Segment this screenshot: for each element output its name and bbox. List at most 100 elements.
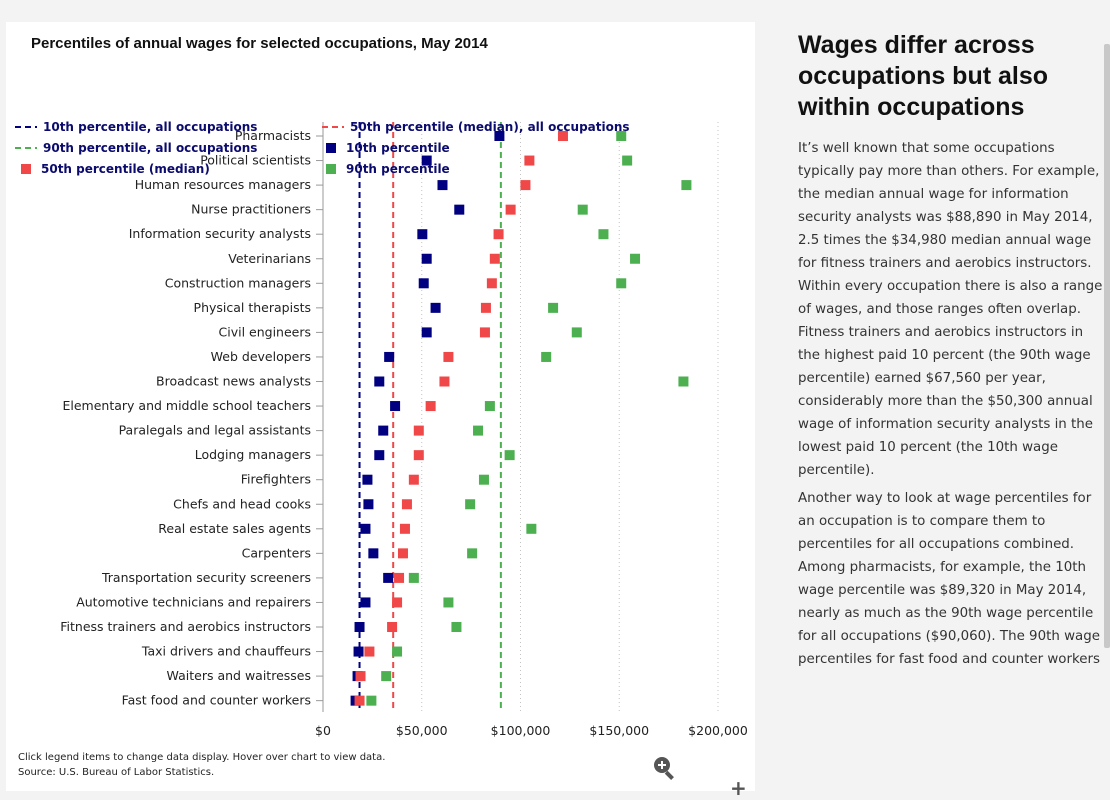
data-point [425, 401, 436, 412]
data-point [421, 253, 432, 264]
data-point [505, 204, 516, 215]
category-label: Construction managers [165, 275, 311, 290]
x-tick-label: $0 [315, 723, 331, 738]
data-point [437, 180, 448, 191]
data-point [681, 180, 692, 191]
data-point [598, 229, 609, 240]
category-label: Human resources managers [135, 177, 311, 192]
data-point [421, 155, 432, 166]
legend-label: 10th percentile [346, 141, 450, 155]
legend-label: 90th percentile [346, 162, 450, 176]
article-heading: Wages differ across occupations but also… [798, 31, 1049, 121]
data-point [408, 474, 419, 485]
data-point [630, 253, 641, 264]
data-point [571, 327, 582, 338]
category-label: Fitness trainers and aerobics instructor… [60, 619, 311, 634]
category-label: Waiters and waitresses [167, 668, 311, 683]
legend-label: 90th percentile, all occupations [43, 141, 257, 155]
article-sidebar: Wages differ across occupations but also… [798, 30, 1106, 676]
data-point [548, 302, 559, 313]
category-label: Broadcast news analysts [156, 374, 311, 389]
data-point [430, 302, 441, 313]
data-point [465, 499, 476, 510]
category-label: Web developers [211, 349, 311, 364]
plus-icon[interactable]: + [730, 776, 747, 800]
data-point [384, 351, 395, 362]
data-point [557, 131, 568, 141]
category-label: Fast food and counter workers [122, 693, 311, 708]
data-point [467, 548, 478, 559]
data-point [418, 278, 429, 289]
zoom-in-icon[interactable] [652, 755, 678, 781]
chart-instruction: Click legend items to change data displa… [18, 752, 386, 763]
data-point [362, 474, 373, 485]
category-label: Elementary and middle school teachers [62, 398, 311, 413]
article-paragraph-2: Another way to look at wage percentiles … [798, 491, 1101, 667]
data-point [421, 327, 432, 338]
data-point [413, 450, 424, 461]
data-point [374, 450, 385, 461]
data-point [366, 695, 377, 706]
data-point [374, 376, 385, 387]
category-label: Nurse practitioners [191, 202, 311, 217]
data-point [478, 474, 489, 485]
data-point [489, 253, 500, 264]
x-tick-label: $100,000 [491, 723, 551, 738]
category-label: Political scientists [200, 153, 311, 168]
article-paragraph-1: It’s well known that some occupations ty… [798, 141, 1103, 478]
chart-card: Percentiles of annual wages for selected… [6, 22, 755, 798]
data-point [616, 131, 627, 141]
data-point [417, 229, 428, 240]
data-point [473, 425, 484, 436]
chart-svg[interactable]: Pharmacists Political scientists Human res… [6, 22, 755, 747]
legend-marker [21, 164, 31, 174]
data-point [524, 155, 535, 166]
data-point [622, 155, 633, 166]
data-point [454, 204, 465, 215]
chart-title: Percentiles of annual wages for selected… [31, 35, 488, 52]
x-tick-label: $50,000 [396, 723, 448, 738]
legend-label: 10th percentile, all occupations [43, 120, 257, 134]
category-label: Real estate sales agents [158, 521, 311, 536]
data-point [484, 401, 495, 412]
category-label: Chefs and head cooks [173, 496, 311, 511]
chart-source: Source: U.S. Bureau of Labor Statistics. [18, 767, 215, 778]
data-point [504, 450, 515, 461]
data-point [451, 622, 462, 632]
x-tick-label: $200,000 [688, 723, 748, 738]
data-point [394, 572, 405, 583]
data-point [577, 204, 588, 215]
data-point [616, 278, 627, 289]
data-point [378, 425, 389, 436]
data-point [383, 572, 394, 583]
data-point [479, 327, 490, 338]
data-point [355, 671, 366, 682]
data-point [363, 499, 374, 510]
category-label: Carpenters [242, 545, 311, 560]
data-point [399, 523, 410, 534]
category-label: Pharmacists [235, 128, 311, 143]
category-label: Transportation security screeners [101, 570, 311, 585]
data-point [413, 425, 424, 436]
legend-marker [326, 164, 336, 174]
category-label: Taxi drivers and chauffeurs [141, 644, 311, 659]
data-point [360, 523, 371, 534]
category-label: Firefighters [241, 472, 311, 487]
data-point [493, 229, 504, 240]
category-label: Automotive technicians and repairers [76, 594, 311, 609]
data-point [439, 376, 450, 387]
data-point [443, 597, 454, 608]
data-point [408, 572, 419, 583]
category-label: Paralegals and legal assistants [119, 423, 311, 438]
data-point [353, 646, 364, 657]
data-point [381, 671, 392, 682]
x-tick-label: $150,000 [589, 723, 649, 738]
legend-marker [326, 143, 336, 153]
page-scrollbar[interactable] [1104, 44, 1110, 648]
data-point [480, 302, 491, 313]
data-point [354, 695, 365, 706]
data-point [368, 548, 379, 559]
data-point [354, 622, 365, 632]
data-point [494, 131, 505, 141]
category-label: Veterinarians [228, 251, 311, 266]
